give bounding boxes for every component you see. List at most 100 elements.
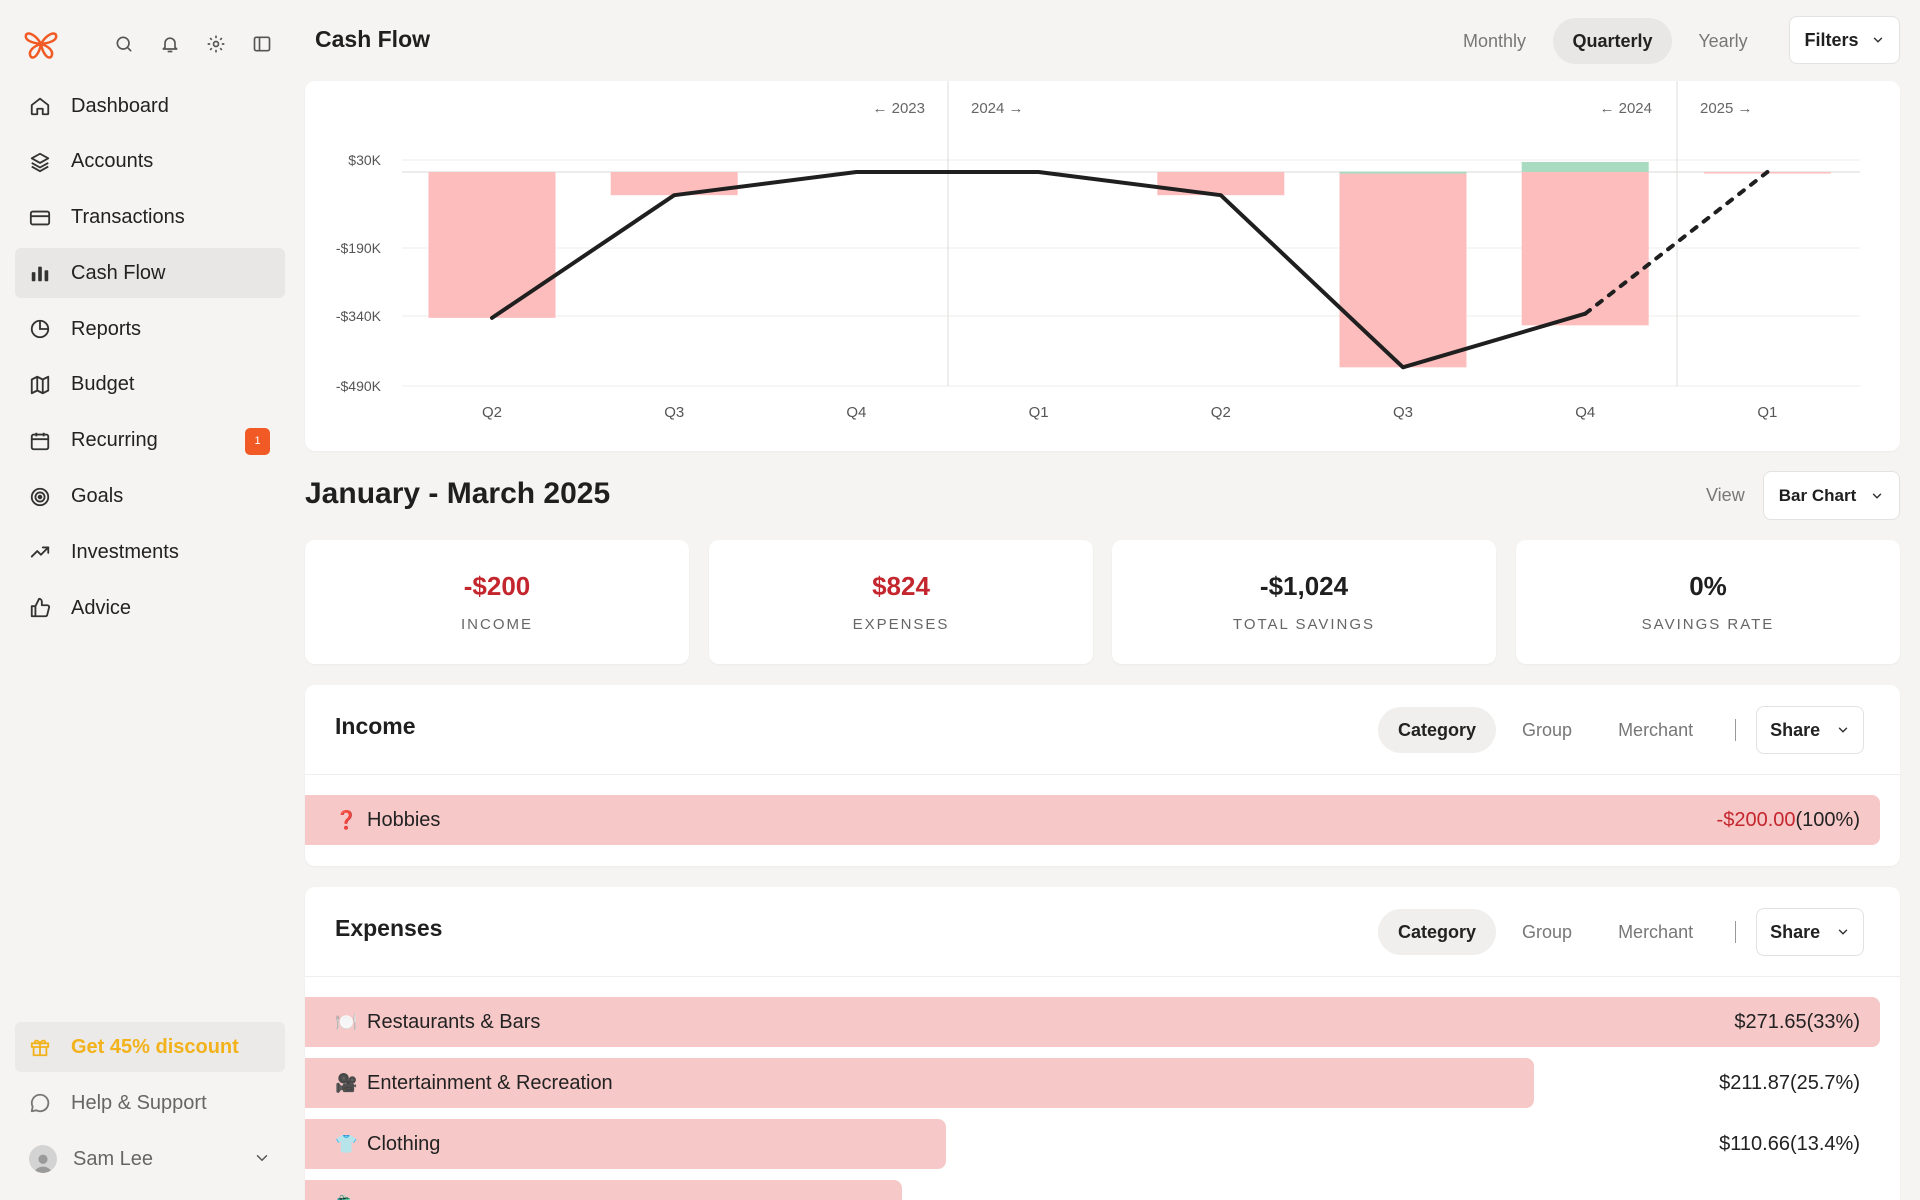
share-button[interactable]: Share [1756, 908, 1865, 956]
discount-button[interactable]: Get 45% discount [15, 1022, 285, 1072]
trending-up-icon [30, 546, 50, 558]
category-emoji-icon: 🍽️ [335, 1011, 358, 1032]
category-name: 👕 Clothing [335, 1119, 440, 1169]
stat-label: INCOME [461, 616, 533, 633]
chevron-down-icon [1838, 727, 1848, 733]
sidebar-item-budget[interactable]: Budget [15, 360, 285, 410]
tab-category[interactable]: Category [1378, 707, 1497, 753]
category-name: 🎥 Entertainment & Recreation [335, 1058, 613, 1108]
sidebar-item-cash-flow[interactable]: Cash Flow [15, 248, 285, 299]
share-label: Share [1770, 921, 1821, 942]
list-item[interactable]: 🎥 Entertainment & Recreation $211.87 (25.7… [305, 1058, 1880, 1108]
year-marker-label: 2024 → [971, 100, 1024, 117]
stat-value: -$200 [463, 571, 531, 601]
sidebar-item-reports[interactable]: Reports [15, 304, 285, 354]
amount-value: $110.66 [1719, 1132, 1790, 1155]
x-tick-label: Q3 [1393, 404, 1413, 421]
tab-group[interactable]: Group [1522, 719, 1573, 740]
period-title: January - March 2025 [305, 477, 611, 510]
chevron-down-icon [1873, 37, 1882, 43]
bell-icon[interactable] [160, 34, 180, 54]
view-select[interactable]: Bar Chart [1763, 471, 1900, 520]
bar-expense [1157, 172, 1285, 196]
sidebar-item-advice[interactable]: Advice [15, 583, 285, 633]
expenses-section: Expenses Category Group Merchant Share 🍽… [305, 887, 1900, 1200]
period-tab-yearly[interactable]: Yearly [1698, 30, 1748, 51]
sidebar-item-label: Reports [71, 317, 142, 340]
divider [305, 976, 1900, 977]
calendar-icon [30, 432, 50, 450]
bar-income [1339, 171, 1467, 174]
bar-income [1521, 162, 1649, 172]
divider [305, 774, 1900, 775]
home-icon [30, 97, 50, 116]
amount-value: -$200.00 [1716, 808, 1796, 831]
stat-value: $824 [872, 571, 930, 601]
stat-value: 0% [1689, 571, 1727, 601]
bar-expense [1521, 172, 1649, 326]
sidebar-item-label: Investments [71, 540, 179, 563]
tab-merchant[interactable]: Merchant [1618, 921, 1694, 942]
amount-bar [305, 1180, 902, 1200]
sidebar-item-transactions[interactable]: Transactions [15, 193, 285, 243]
share-button[interactable]: Share [1756, 706, 1865, 754]
chat-bubble-icon [30, 1093, 50, 1113]
category-emoji-icon: 🛍️ [335, 1195, 357, 1200]
category-emoji-icon: 🎥 [335, 1072, 358, 1093]
category-label: Hobbies [367, 808, 441, 831]
help-support-button[interactable]: Help & Support [15, 1078, 285, 1128]
bar-expense [1339, 172, 1467, 368]
category-amount: -$200.00 (100%) [1717, 795, 1860, 845]
period-tab-quarterly[interactable]: Quarterly [1553, 18, 1672, 64]
tab-category[interactable]: Category [1378, 909, 1497, 955]
category-label: Restaurants & Bars [367, 1010, 541, 1033]
sidebar-item-label: Cash Flow [71, 261, 166, 284]
stat-label: TOTAL SAVINGS [1232, 616, 1376, 633]
period-tab-monthly[interactable]: Monthly [1462, 30, 1527, 51]
sidebar-toggle-icon[interactable] [252, 34, 272, 54]
sidebar-item-recurring[interactable]: Recurring 1 [15, 416, 285, 466]
stat-income: -$200 INCOME [305, 540, 689, 664]
tab-group[interactable]: Group [1522, 921, 1573, 942]
chevron-down-icon [256, 1155, 268, 1162]
pie-chart-icon [30, 320, 50, 339]
tab-merchant[interactable]: Merchant [1618, 719, 1694, 740]
list-item[interactable]: ❓ Hobbies -$200.00 (100%) [305, 795, 1880, 845]
sidebar-item-goals[interactable]: Goals [15, 472, 285, 522]
cash-flow-chart: $30K -$190K -$340K -$490K ← 2023 2024 → ← 2024… [305, 81, 1900, 451]
list-item[interactable]: 🍽️ Restaurants & Bars $271.65 (33%) [305, 997, 1880, 1047]
category-amount: $271.65 (33%) [1734, 997, 1860, 1047]
amount-value: $271.65 [1734, 1010, 1807, 1033]
user-menu[interactable]: Sam Lee [15, 1134, 285, 1184]
category-emoji-icon: 👕 [335, 1133, 358, 1154]
amount-percent: (13.4%) [1789, 1132, 1860, 1155]
sidebar-item-label: Transactions [71, 206, 185, 229]
x-tick-label: Q4 [1575, 404, 1595, 421]
y-tick-label: $30K [348, 152, 381, 168]
stat-savings-rate: 0% SAVINGS RATE [1516, 540, 1900, 664]
filters-button[interactable]: Filters [1789, 16, 1900, 64]
avatar [29, 1145, 57, 1173]
gear-icon[interactable] [206, 34, 226, 54]
y-tick-label: -$190K [336, 240, 382, 256]
sidebar-item-label: Dashboard [71, 94, 169, 117]
section-title: Income [335, 713, 416, 739]
sidebar-item-label: Recurring [71, 429, 158, 452]
list-item[interactable]: 👕 Clothing $110.66 (13.4%) [305, 1119, 1880, 1169]
y-tick-label: -$490K [336, 378, 382, 394]
category-name: 🛍️ [335, 1180, 367, 1200]
search-icon[interactable] [114, 34, 134, 54]
category-emoji-icon: ❓ [335, 809, 358, 830]
sidebar-item-investments[interactable]: Investments [15, 527, 285, 577]
sidebar-item-accounts[interactable]: Accounts [15, 137, 285, 187]
bar-expense [428, 172, 556, 318]
chevron-down-icon [1873, 493, 1882, 499]
list-item[interactable]: 🛍️ [305, 1180, 1880, 1200]
stat-total-savings: -$1,024 TOTAL SAVINGS [1112, 540, 1496, 664]
sidebar-item-label: Accounts [71, 150, 154, 173]
sidebar-item-dashboard[interactable]: Dashboard [15, 81, 285, 131]
expenses-group-tabs: Category Group Merchant Share [1378, 908, 1865, 956]
category-label: Clothing [367, 1132, 441, 1155]
butterfly-logo-icon[interactable] [22, 25, 60, 63]
amount-bar [305, 795, 1880, 845]
